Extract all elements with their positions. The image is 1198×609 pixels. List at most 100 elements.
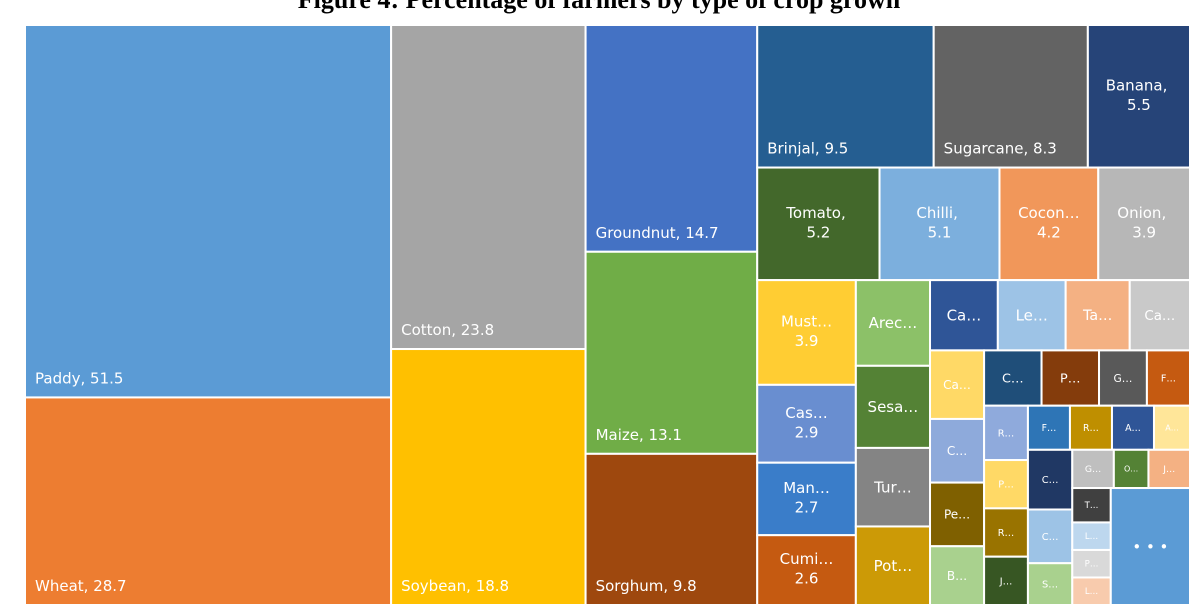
separator: , <box>841 204 851 222</box>
tile-label: Arec… <box>869 314 918 332</box>
category-label: P… <box>998 480 1014 491</box>
category-label: Ca… <box>947 307 982 325</box>
category-label: Cocon… <box>1018 204 1080 222</box>
tile <box>756 461 857 537</box>
tile <box>983 459 1029 510</box>
tile-label: B… <box>947 569 967 583</box>
tile <box>1071 521 1112 551</box>
separator: , <box>815 140 825 158</box>
category-label: Soybean <box>401 577 466 595</box>
tile <box>983 404 1029 462</box>
category-label: G… <box>1114 372 1133 385</box>
category-label: Cas… <box>785 404 827 422</box>
category-label: J… <box>1162 464 1175 475</box>
category-label: T… <box>1084 501 1099 511</box>
category-label: Le… <box>1016 307 1048 325</box>
tile <box>756 383 857 464</box>
value-label: 51.5 <box>90 369 123 387</box>
category-label: Sesa… <box>868 398 919 416</box>
tile <box>1064 279 1131 352</box>
tile-label: Cumi… 2.6 <box>780 550 834 588</box>
category-label: Ca… <box>1144 309 1175 324</box>
tile-label: Ta… <box>1082 308 1112 324</box>
value-label: 13.1 <box>649 426 682 444</box>
separator: , <box>80 369 90 387</box>
tile-label: L… <box>1085 587 1098 597</box>
category-label: F… <box>1042 423 1057 434</box>
category-label: C… <box>1042 532 1059 543</box>
category-label: Cumi… <box>780 550 834 568</box>
category-label: Must… <box>781 312 832 330</box>
category-label: • • • <box>1132 538 1168 556</box>
value-label: 2.7 <box>795 498 819 516</box>
value-label: 8.3 <box>1033 140 1057 158</box>
separator: , <box>84 577 94 595</box>
value-label: 2.9 <box>795 423 819 441</box>
tile-label: Man… 2.7 <box>783 479 830 517</box>
tile-label: Pe… <box>944 508 970 522</box>
tile-label: Wheat, 28.7 <box>35 577 127 595</box>
tile-label: Sorghum, 9.8 <box>596 577 697 595</box>
tile-label: Soybean, 18.8 <box>401 577 509 595</box>
category-label: Ca… <box>943 378 971 392</box>
tile-label: F… <box>1161 373 1176 384</box>
tile-label: Tomato, 5.2 <box>785 204 850 242</box>
separator: , <box>451 321 461 339</box>
category-label: F… <box>1161 373 1176 384</box>
category-label: G… <box>1085 464 1101 475</box>
tile-label: A… <box>1165 424 1178 433</box>
category-label: R… <box>998 428 1015 439</box>
tile-label: R… <box>1083 423 1099 434</box>
separator: , <box>1023 140 1033 158</box>
tile-label: O… <box>1124 465 1138 474</box>
chart-title: Figure 4: Percentage of farmers by type … <box>298 0 901 14</box>
category-label: Groundnut <box>596 224 676 242</box>
tile <box>1128 279 1191 352</box>
separator: , <box>676 224 686 242</box>
tile <box>929 349 986 420</box>
tile <box>756 24 935 169</box>
tile-label: Le… <box>1016 307 1048 325</box>
tile-label: R… <box>998 428 1015 439</box>
tile-label: P… <box>998 480 1014 491</box>
category-label: Arec… <box>869 314 918 332</box>
value-label: 3.9 <box>1132 223 1156 241</box>
value-label: 4.2 <box>1037 223 1061 241</box>
tile <box>584 250 759 455</box>
tile <box>1098 349 1148 407</box>
tile <box>24 24 393 399</box>
tile-label: S… <box>1042 580 1058 591</box>
tile-label: Cocon… 4.2 <box>1018 204 1080 242</box>
category-label: P… <box>1060 372 1080 387</box>
category-label: Maize <box>596 426 639 444</box>
tile <box>998 166 1100 282</box>
category-label: Banana <box>1106 76 1163 94</box>
category-label: Tur… <box>873 478 912 496</box>
tile-label: A… <box>1125 423 1141 434</box>
tile-label: Sugarcane, 8.3 <box>944 140 1057 158</box>
category-label: Sugarcane <box>944 140 1024 158</box>
separator: , <box>466 577 476 595</box>
tile-label: F… <box>1042 423 1057 434</box>
category-label: B… <box>947 569 967 583</box>
tile <box>983 507 1029 558</box>
category-label: A… <box>1165 424 1178 433</box>
category-label: Man… <box>783 479 830 497</box>
separator: , <box>1163 76 1173 94</box>
tile <box>390 24 587 351</box>
tile-label: G… <box>1114 372 1133 385</box>
category-label: L… <box>1085 587 1098 597</box>
category-label: S… <box>1042 580 1058 591</box>
tile-label: Brinjal, 9.5 <box>767 140 848 158</box>
category-label: Pot… <box>874 557 913 575</box>
separator: , <box>663 577 673 595</box>
category-label: C… <box>1042 475 1059 486</box>
tile-label: Maize, 13.1 <box>596 426 682 444</box>
category-label: Cotton <box>401 321 451 339</box>
tile-label: C… <box>1002 372 1024 387</box>
category-label: Chilli <box>916 204 953 222</box>
tile-label: Ca… <box>947 307 982 325</box>
category-label: A… <box>1125 423 1141 434</box>
tile-label: Pot… <box>874 557 913 575</box>
category-label: Ta… <box>1082 308 1112 324</box>
